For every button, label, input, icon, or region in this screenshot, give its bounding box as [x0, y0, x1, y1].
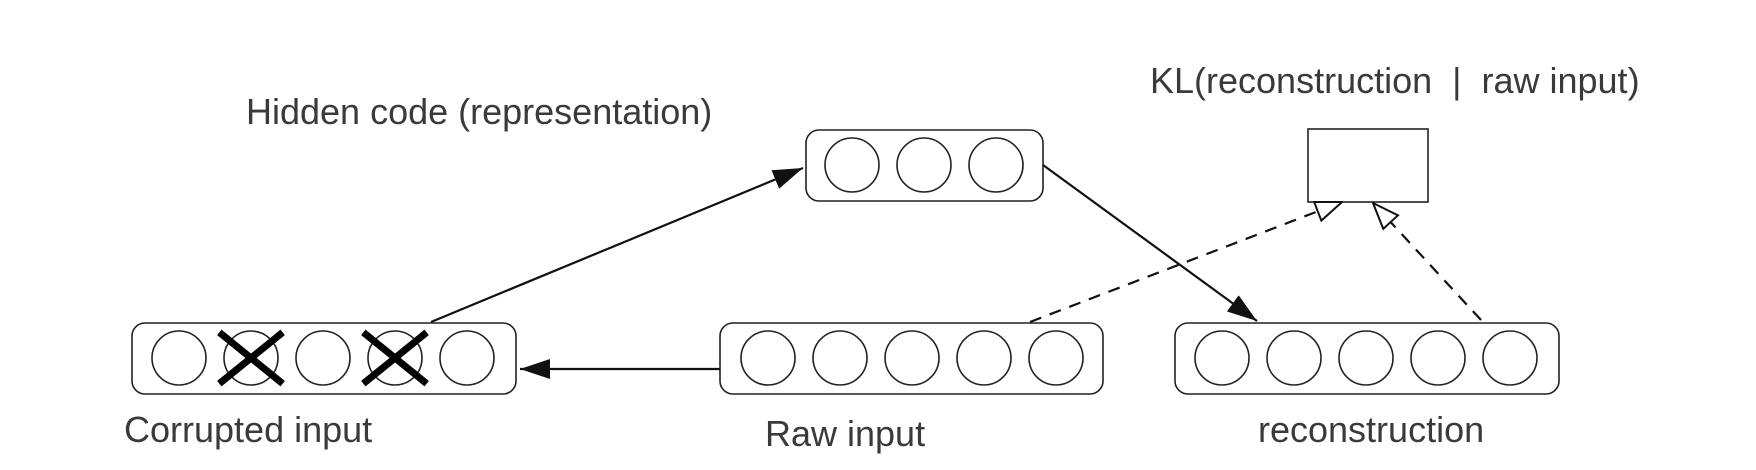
- raw-input-layer: [719, 322, 1104, 395]
- kl-divergence-label: KL(reconstruction | raw input): [1150, 60, 1640, 101]
- reconstruction-unit: [1194, 330, 1250, 386]
- kl-loss-box: [1307, 128, 1429, 203]
- encoder-arrow: [430, 166, 804, 324]
- raw-to-kl-dashed-arrow: [1029, 200, 1342, 324]
- corrupted-unit: [151, 330, 207, 386]
- raw-unit: [1028, 330, 1084, 386]
- reconstruction-layer: [1174, 322, 1560, 395]
- raw-unit: [740, 330, 796, 386]
- raw-unit: [956, 330, 1012, 386]
- corrupted-unit: [439, 330, 495, 386]
- hidden-layer: [805, 129, 1044, 202]
- hidden-unit: [896, 137, 952, 193]
- recon-to-kl-dashed-arrow: [1373, 203, 1482, 321]
- corrupted-unit: [295, 330, 351, 386]
- hidden-unit: [824, 137, 880, 193]
- cross-stroke: [217, 329, 285, 387]
- reconstruction-label: reconstruction: [1258, 409, 1484, 450]
- raw-unit: [884, 330, 940, 386]
- raw-input-label: Raw input: [765, 413, 925, 454]
- decoder-arrow: [1042, 164, 1258, 322]
- reconstruction-unit: [1338, 330, 1394, 386]
- reconstruction-unit: [1266, 330, 1322, 386]
- dropped-unit-cross: [217, 329, 285, 387]
- reconstruction-unit: [1482, 330, 1538, 386]
- corrupted-input-label: Corrupted input: [124, 409, 372, 450]
- hidden-code-label: Hidden code (representation): [246, 91, 712, 132]
- hidden-unit: [968, 137, 1024, 193]
- cross-stroke: [361, 329, 429, 387]
- corrupted-input-layer: [131, 322, 517, 395]
- raw-unit: [812, 330, 868, 386]
- dropped-unit-cross: [361, 329, 429, 387]
- reconstruction-unit: [1410, 330, 1466, 386]
